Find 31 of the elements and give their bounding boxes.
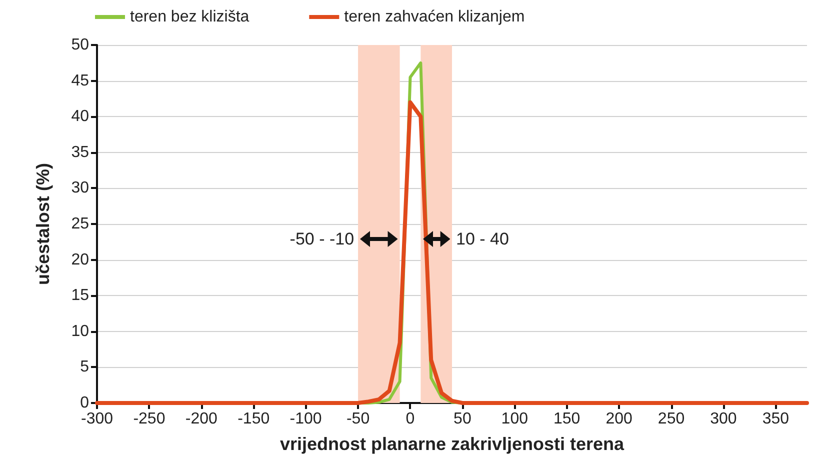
y-tick-label: 10 [71,322,90,340]
legend-label: teren bez klizišta [130,8,250,26]
band-label: -50 - -10 [290,230,354,248]
legend-label: teren zahvaćen klizanjem [344,8,525,26]
x-tick-label: -300 [80,410,114,428]
x-tick-label: 250 [658,410,685,428]
y-tick-label: 45 [71,72,90,90]
x-tick-label: -250 [133,410,166,428]
y-tick-label: 15 [71,287,90,304]
y-tick-label: 20 [71,251,90,268]
y-axis-title: učestalost (%) [33,162,53,286]
x-tick-label: 100 [501,410,528,428]
y-tick-label: 40 [71,108,90,126]
x-tick-label: 50 [454,410,472,428]
y-tick-label: 25 [71,216,90,232]
x-tick-label: 200 [606,410,633,428]
y-tick-label: 0 [80,394,90,412]
band-label: 10 - 40 [456,230,509,248]
y-tick-label: 50 [71,36,90,54]
x-tick-label: -200 [185,410,218,428]
y-tick-label: 30 [71,180,90,197]
x-tick-label: 150 [554,410,580,428]
x-tick-label: 0 [406,410,415,428]
x-tick-label: 300 [710,410,737,428]
x-tick-label: -150 [238,410,270,428]
x-axis-title: vrijednost planarne zakrivljenosti terena [280,434,626,454]
y-tick-label: 5 [80,358,90,376]
x-tick-label: -50 [346,410,370,428]
x-tick-label: 350 [762,410,790,428]
x-tick-label: -100 [290,410,322,428]
y-tick-label: 35 [71,144,90,161]
